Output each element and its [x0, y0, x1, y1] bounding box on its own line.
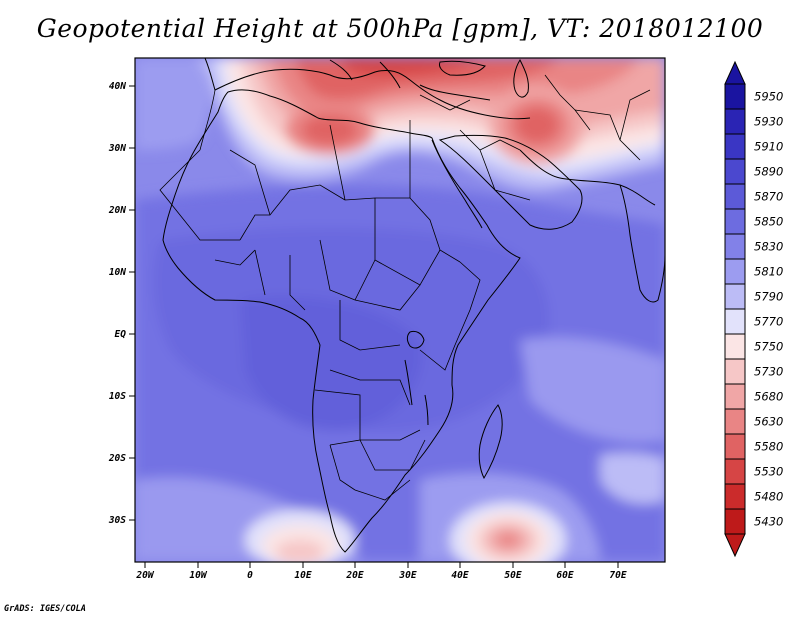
lon-label-0: 0 — [247, 570, 253, 581]
lon-axis: 20W 10W 0 10E 20E 30E 40E 50E 60E 70E — [135, 562, 627, 581]
lat-label-30n: 30N — [108, 143, 126, 154]
lon-label-70e: 70E — [609, 570, 626, 581]
lat-axis: 40N 30N 20N 10N EQ 10S 20S 30S — [108, 81, 135, 526]
lat-label-40n: 40N — [109, 81, 126, 92]
lat-label-10s: 10S — [109, 391, 126, 402]
contour-field — [135, 58, 665, 562]
india-coastline — [619, 184, 665, 303]
lon-label-10e: 10E — [294, 570, 311, 581]
lon-label-20e: 20E — [345, 570, 363, 581]
lat-label-10n: 10N — [109, 267, 126, 278]
africa-coastline — [162, 89, 521, 553]
lat-label-eq: EQ — [115, 329, 127, 340]
lat-label-20n: 20N — [108, 205, 126, 216]
lat-label-30s: 30S — [108, 515, 126, 526]
lon-label-40e: 40E — [451, 570, 468, 581]
country-borders — [159, 74, 651, 501]
lon-label-60e: 60E — [556, 570, 573, 581]
lake-victoria — [406, 330, 425, 349]
lon-label-10w: 10W — [189, 570, 207, 581]
coastlines — [162, 58, 665, 553]
arabia-coastline — [438, 134, 583, 230]
chart-title: Geopotential Height at 500hPa [gpm], VT:… — [36, 14, 764, 43]
madagascar-coastline — [478, 404, 503, 480]
lon-label-20w: 20W — [135, 570, 154, 581]
lon-label-30e: 30E — [398, 570, 416, 581]
credit-label: GrADS: IGES/COLA — [4, 604, 86, 614]
plot-frame — [134, 57, 666, 563]
lon-label-50e: 50E — [504, 570, 521, 581]
lat-label-20s: 20S — [108, 453, 126, 464]
